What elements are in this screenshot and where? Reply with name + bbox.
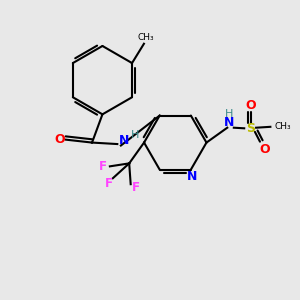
Text: N: N — [224, 116, 234, 129]
Text: O: O — [54, 133, 65, 146]
Text: F: F — [105, 177, 113, 190]
Text: S: S — [247, 122, 256, 135]
Text: F: F — [132, 181, 140, 194]
Text: H: H — [131, 130, 139, 140]
Text: F: F — [99, 160, 107, 173]
Text: N: N — [187, 169, 197, 183]
Text: N: N — [119, 134, 129, 147]
Text: CH₃: CH₃ — [275, 122, 292, 131]
Text: O: O — [246, 99, 256, 112]
Text: O: O — [259, 142, 270, 156]
Text: H: H — [225, 109, 233, 119]
Text: CH₃: CH₃ — [137, 33, 154, 42]
